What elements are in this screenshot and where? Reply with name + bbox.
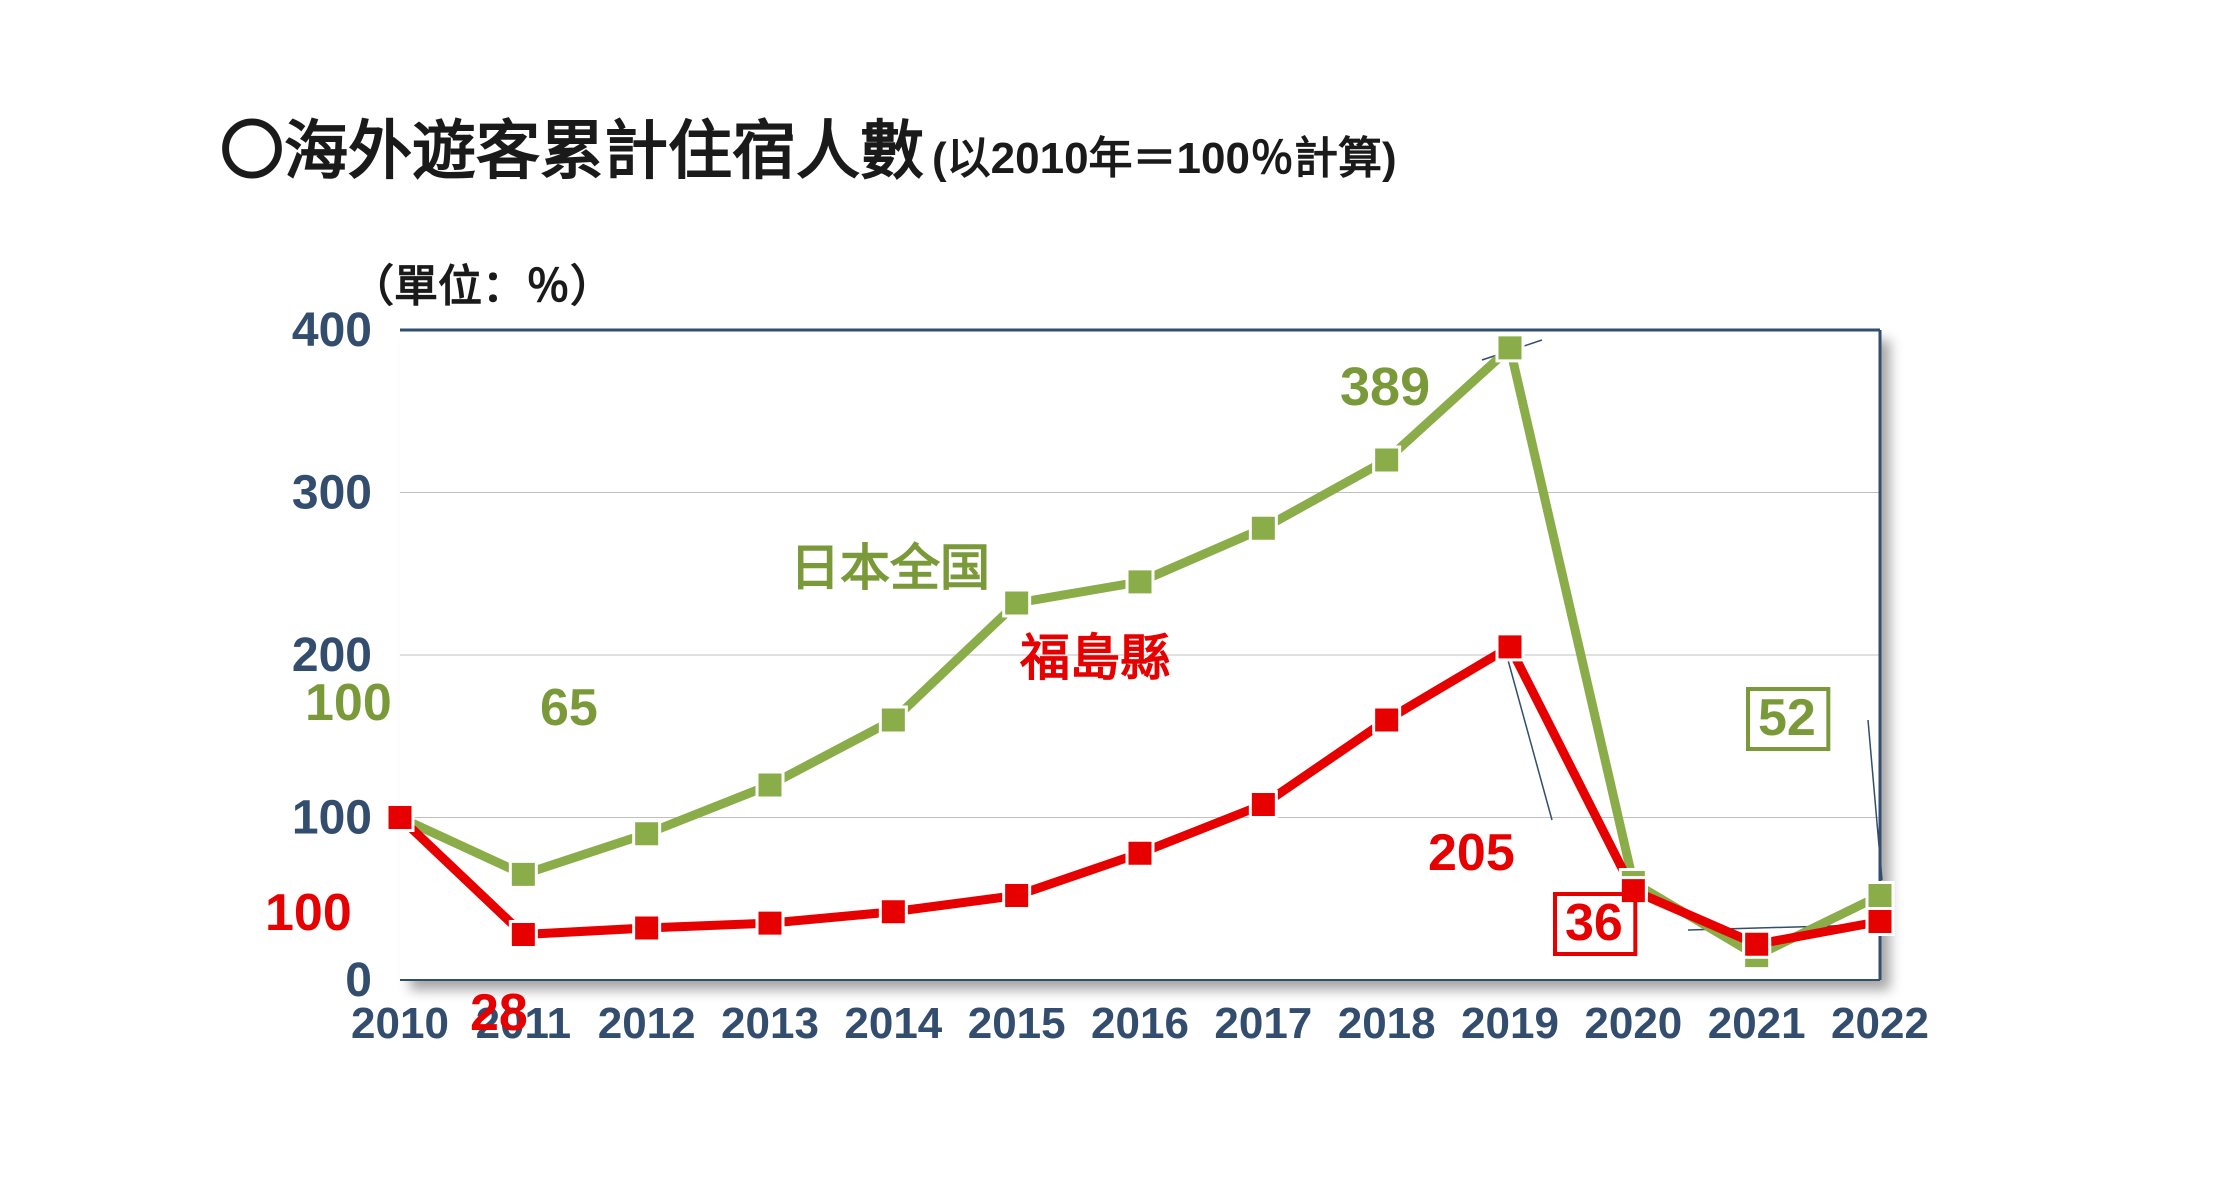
data-label: 389 — [1340, 357, 1430, 417]
y-tick-label: 300 — [292, 467, 372, 520]
data-label: 36 — [1565, 894, 1623, 952]
x-tick-label: 2014 — [844, 999, 942, 1048]
series-marker — [757, 910, 783, 936]
series-marker — [1250, 792, 1276, 818]
x-tick-label: 2020 — [1584, 999, 1682, 1048]
series-marker — [880, 899, 906, 925]
data-label: 52 — [1758, 689, 1816, 747]
x-tick-label: 2022 — [1831, 999, 1929, 1048]
series-marker — [510, 861, 536, 887]
series-marker — [880, 707, 906, 733]
series-marker — [757, 772, 783, 798]
x-tick-label: 2017 — [1214, 999, 1312, 1048]
series-marker — [1127, 569, 1153, 595]
y-tick-label: 100 — [292, 792, 372, 845]
series-name-label: 日本全国 — [790, 540, 990, 596]
series-marker — [1867, 909, 1893, 935]
series-marker — [1497, 335, 1523, 361]
series-marker — [387, 805, 413, 831]
series-marker — [1004, 883, 1030, 909]
x-tick-label: 2012 — [598, 999, 696, 1048]
series-marker — [1744, 931, 1770, 957]
series-marker — [1004, 590, 1030, 616]
x-tick-label: 2021 — [1708, 999, 1806, 1048]
series-marker — [1497, 634, 1523, 660]
y-tick-label: 400 — [292, 304, 372, 357]
x-tick-label: 2015 — [968, 999, 1066, 1048]
x-tick-label: 2018 — [1338, 999, 1436, 1048]
line-chart: 0100200300400201020112012201320142015201… — [0, 0, 2233, 1203]
data-label: 205 — [1428, 824, 1515, 882]
x-tick-label: 2013 — [721, 999, 819, 1048]
series-marker — [1867, 883, 1893, 909]
x-tick-label: 2010 — [351, 999, 449, 1048]
series-marker — [1127, 840, 1153, 866]
series-marker — [1374, 447, 1400, 473]
series-marker — [1250, 515, 1276, 541]
series-marker — [1374, 707, 1400, 733]
data-label: 65 — [540, 679, 598, 737]
series-marker — [634, 821, 660, 847]
x-tick-label: 2016 — [1091, 999, 1189, 1048]
data-label: 100 — [265, 884, 352, 942]
data-label: 28 — [470, 984, 528, 1042]
series-marker — [510, 922, 536, 948]
series-name-label: 福島縣 — [1019, 630, 1170, 686]
x-tick-label: 2019 — [1461, 999, 1559, 1048]
data-label: 100 — [305, 674, 392, 732]
series-marker — [634, 915, 660, 941]
